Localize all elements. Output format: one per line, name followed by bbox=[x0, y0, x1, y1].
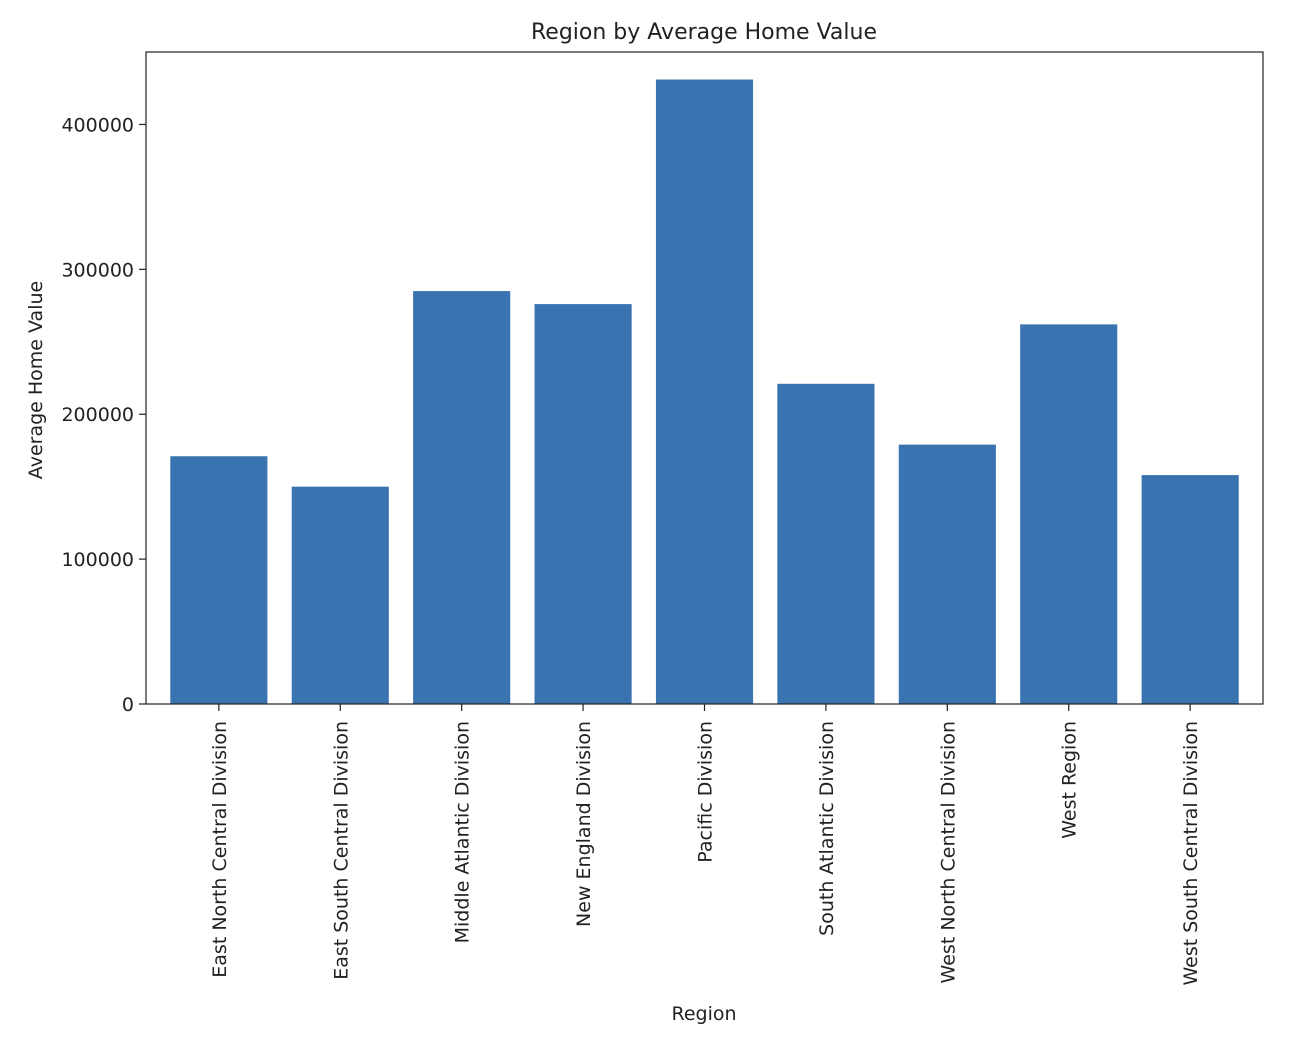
bar-west-north-central-division bbox=[898, 444, 996, 704]
bar-west-region bbox=[1020, 324, 1118, 704]
x-tick-label: South Atlantic Division bbox=[816, 721, 838, 936]
chart-title: Region by Average Home Value bbox=[531, 20, 877, 45]
bar-pacific-division bbox=[655, 79, 754, 704]
bar-west-south-central-division bbox=[1141, 475, 1239, 704]
bar-new-england-division bbox=[534, 304, 632, 704]
x-tick-label: Pacific Division bbox=[695, 721, 717, 863]
x-tick-label: Middle Atlantic Division bbox=[452, 721, 474, 943]
y-axis-label-group: Average Home Value bbox=[25, 281, 47, 479]
x-tick-label: West Region bbox=[1059, 721, 1081, 839]
x-tick-label: New England Division bbox=[573, 721, 595, 927]
y-tick-label: 400000 bbox=[61, 114, 134, 136]
x-tick-label: West South Central Division bbox=[1180, 721, 1202, 986]
x-tick-label: East South Central Division bbox=[330, 721, 352, 980]
bar-middle-atlantic-division bbox=[413, 291, 511, 704]
plot-area-frame bbox=[145, 51, 1264, 705]
x-ticks-group: East North Central Division East South Ce… bbox=[209, 704, 1202, 986]
y-tick-label: 300000 bbox=[61, 259, 134, 281]
bars-group bbox=[170, 79, 1239, 704]
y-tick-label: 200000 bbox=[61, 404, 134, 426]
y-axis-label: Average Home Value bbox=[25, 281, 47, 479]
x-axis-label: Region bbox=[671, 1003, 736, 1025]
y-ticks-group: 0 100000 200000 300000 400000 bbox=[61, 114, 146, 716]
bar-east-north-central-division bbox=[170, 456, 268, 704]
x-tick-label: West North Central Division bbox=[937, 721, 959, 983]
x-tick-label: East North Central Division bbox=[209, 721, 231, 978]
y-tick-label: 0 bbox=[122, 694, 134, 716]
bar-south-atlantic-division bbox=[777, 383, 875, 704]
bar-east-south-central-division bbox=[291, 486, 389, 704]
y-tick-label: 100000 bbox=[61, 549, 134, 571]
